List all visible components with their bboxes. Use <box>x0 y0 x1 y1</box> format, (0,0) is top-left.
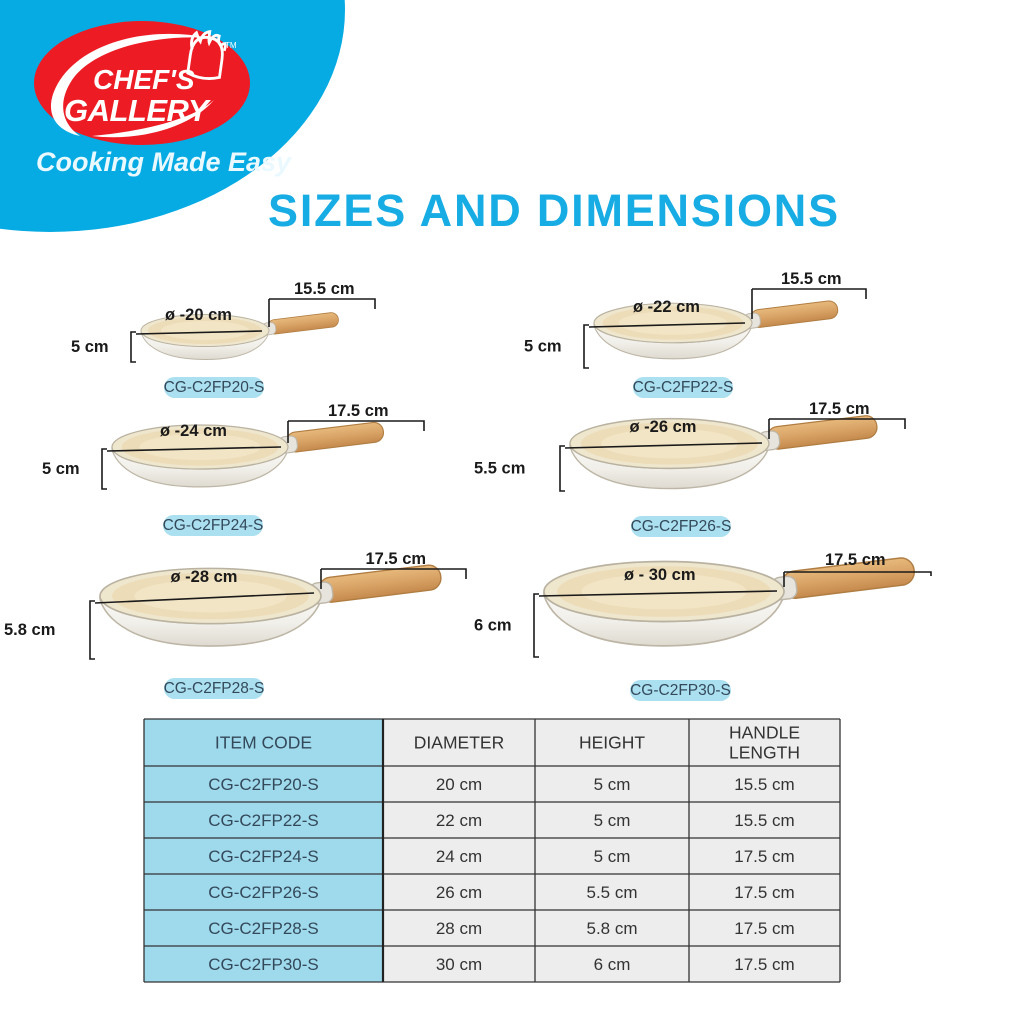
svg-text:GALLERY: GALLERY <box>64 93 212 128</box>
svg-text:TM: TM <box>225 41 237 50</box>
svg-text:CHEF'S: CHEF'S <box>93 64 195 95</box>
